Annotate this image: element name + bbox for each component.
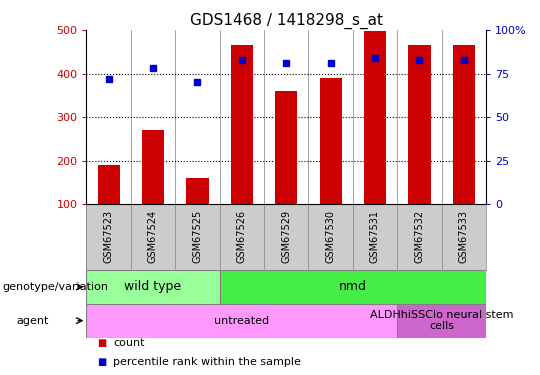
Bar: [86, 270, 220, 304]
Bar: [231, 45, 253, 204]
Bar: [364, 31, 386, 204]
Bar: [408, 45, 430, 204]
Text: GSM67523: GSM67523: [104, 210, 113, 263]
Bar: [86, 304, 397, 338]
Text: ALDHhiSSClo neural stem
cells: ALDHhiSSClo neural stem cells: [370, 310, 514, 332]
Text: agent: agent: [16, 316, 49, 326]
Bar: [220, 270, 486, 304]
Text: genotype/variation: genotype/variation: [3, 282, 109, 292]
Text: percentile rank within the sample: percentile rank within the sample: [113, 357, 301, 367]
Text: GSM67530: GSM67530: [326, 210, 335, 262]
Bar: [320, 78, 342, 204]
Text: ■: ■: [97, 357, 106, 367]
Bar: [397, 304, 486, 338]
Text: ■: ■: [97, 338, 106, 348]
Text: GSM67525: GSM67525: [192, 210, 202, 263]
Text: GSM67529: GSM67529: [281, 210, 291, 263]
Text: GSM67532: GSM67532: [414, 210, 424, 263]
Bar: [186, 178, 208, 204]
Bar: [98, 165, 120, 204]
Title: GDS1468 / 1418298_s_at: GDS1468 / 1418298_s_at: [190, 12, 383, 28]
Text: GSM67531: GSM67531: [370, 210, 380, 262]
Bar: [275, 91, 298, 204]
Text: count: count: [113, 338, 145, 348]
Text: wild type: wild type: [124, 280, 181, 293]
Bar: [453, 45, 475, 204]
Text: untreated: untreated: [214, 316, 269, 326]
Bar: [142, 130, 164, 204]
Text: GSM67526: GSM67526: [237, 210, 247, 263]
Text: GSM67524: GSM67524: [148, 210, 158, 263]
Text: GSM67533: GSM67533: [459, 210, 469, 262]
Text: nmd: nmd: [339, 280, 367, 293]
